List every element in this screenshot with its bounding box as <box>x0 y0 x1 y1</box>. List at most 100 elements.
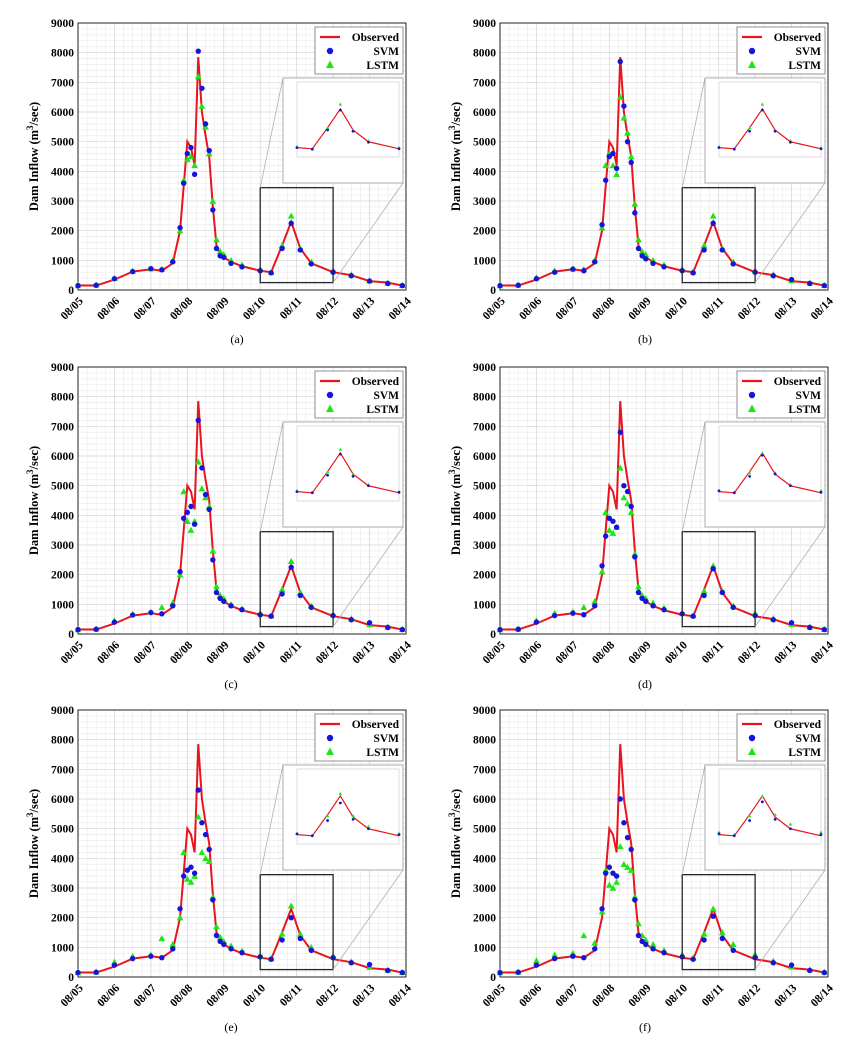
lstm-point <box>635 236 642 243</box>
svm-point <box>635 245 642 252</box>
legend: Observed SVM LSTM <box>314 26 404 75</box>
x-tick-label: 08/05 <box>481 639 508 666</box>
svm-point <box>75 282 81 289</box>
zoom-connector <box>332 182 404 283</box>
y-tick-label: 5000 <box>51 824 74 836</box>
lstm-point <box>624 863 631 870</box>
zoom-box <box>259 874 334 971</box>
lstm-point <box>296 930 304 937</box>
svm-point <box>129 268 136 275</box>
svm-point <box>821 282 828 289</box>
y-tick-label: 1000 <box>51 255 74 267</box>
plot-frame <box>77 366 407 635</box>
y-tick-label: 5000 <box>473 137 496 149</box>
svm-point <box>515 282 521 288</box>
svm-point <box>199 820 205 826</box>
svm-point <box>159 611 165 617</box>
svm-point <box>624 834 631 841</box>
svm-point <box>210 557 216 563</box>
lstm-point <box>158 935 166 942</box>
lstm-point <box>202 854 209 862</box>
x-tick-label: 08/08 <box>590 639 617 666</box>
x-tick-label: 08/11 <box>278 982 305 1009</box>
x-tick-label: 08/08 <box>168 295 195 322</box>
lstm-point <box>158 603 166 610</box>
legend-swatch-svm <box>748 734 756 742</box>
svm-point <box>639 253 645 259</box>
lstm-point <box>616 93 624 100</box>
svm-point <box>188 864 194 870</box>
lstm-point <box>760 102 765 106</box>
svm-point <box>148 265 154 272</box>
y-axis-label-main: Dam Inflow (m <box>27 473 41 555</box>
svm-point <box>366 278 373 284</box>
y-tick-label: 7000 <box>51 77 74 89</box>
svm-point <box>297 247 304 253</box>
svm-point <box>217 595 223 602</box>
svm-point <box>399 626 406 633</box>
y-axis-label-tail: /sec) <box>449 102 463 127</box>
lstm-point <box>709 905 717 912</box>
svm-point <box>399 969 406 976</box>
svm-point <box>228 260 234 266</box>
svm-point <box>180 180 187 186</box>
svm-point <box>602 177 609 183</box>
x-tick-label: 08/12 <box>736 295 763 322</box>
y-tick-label: 1000 <box>473 255 496 267</box>
svm-point <box>610 870 616 876</box>
svm-point <box>613 873 620 879</box>
svm-point <box>690 270 696 276</box>
y-tick-label: 0 <box>68 629 74 641</box>
legend: Observed SVM LSTM <box>736 370 826 419</box>
zoom-connector <box>754 182 826 283</box>
svm-point <box>129 612 136 618</box>
legend-label-observed: Observed <box>774 719 822 731</box>
svm-point <box>821 969 828 976</box>
svm-point <box>819 490 823 494</box>
svm-point <box>613 524 620 530</box>
svm-point <box>295 832 299 836</box>
x-tick-label: 08/09 <box>627 295 654 322</box>
svm-point <box>221 254 227 261</box>
svm-point <box>177 569 183 575</box>
svm-point <box>221 941 227 948</box>
svm-point <box>570 610 576 616</box>
svm-point <box>148 609 154 616</box>
svm-point <box>210 897 216 903</box>
svm-point <box>184 509 191 516</box>
x-tick-label: 08/11 <box>278 295 305 322</box>
y-tick-label: 0 <box>68 285 74 297</box>
svm-point <box>788 276 795 283</box>
lstm-point <box>194 458 202 465</box>
svm-point <box>206 846 212 853</box>
y-tick-label: 7000 <box>473 77 496 89</box>
svm-point <box>719 935 726 942</box>
lstm-point <box>729 940 737 948</box>
svm-point <box>268 270 274 276</box>
svm-point <box>399 282 406 289</box>
legend-swatch-lstm <box>748 747 756 755</box>
legend-label-lstm: LSTM <box>788 404 821 416</box>
svm-point <box>111 962 118 968</box>
inset-plot-area <box>718 81 822 158</box>
y-axis-label-main: Dam Inflow (m <box>27 816 41 898</box>
svm-point <box>385 280 391 287</box>
x-tick-label: 08/14 <box>809 639 836 666</box>
lstm-point <box>351 472 355 476</box>
chart-panel-f: 0 1000 2000 3000 4000 5000 6000 7000 8000 9000 08/… <box>447 705 836 1034</box>
svm-point <box>730 947 736 953</box>
svm-point <box>288 914 294 921</box>
x-tick-label: 08/05 <box>59 295 86 322</box>
lstm-point <box>533 957 540 964</box>
y-tick-label: 9000 <box>473 705 496 717</box>
svm-point <box>592 259 598 265</box>
x-tick-label: 08/07 <box>554 639 581 666</box>
svm-point <box>610 518 616 524</box>
x-tick-label: 08/06 <box>517 295 544 322</box>
svm-point <box>239 606 245 613</box>
y-tick-label: 4000 <box>473 510 496 522</box>
lstm-point <box>747 125 752 130</box>
svm-point <box>210 207 216 213</box>
x-tick-label: 08/11 <box>700 295 727 322</box>
y-axis-label-sup: 3 <box>25 125 35 130</box>
